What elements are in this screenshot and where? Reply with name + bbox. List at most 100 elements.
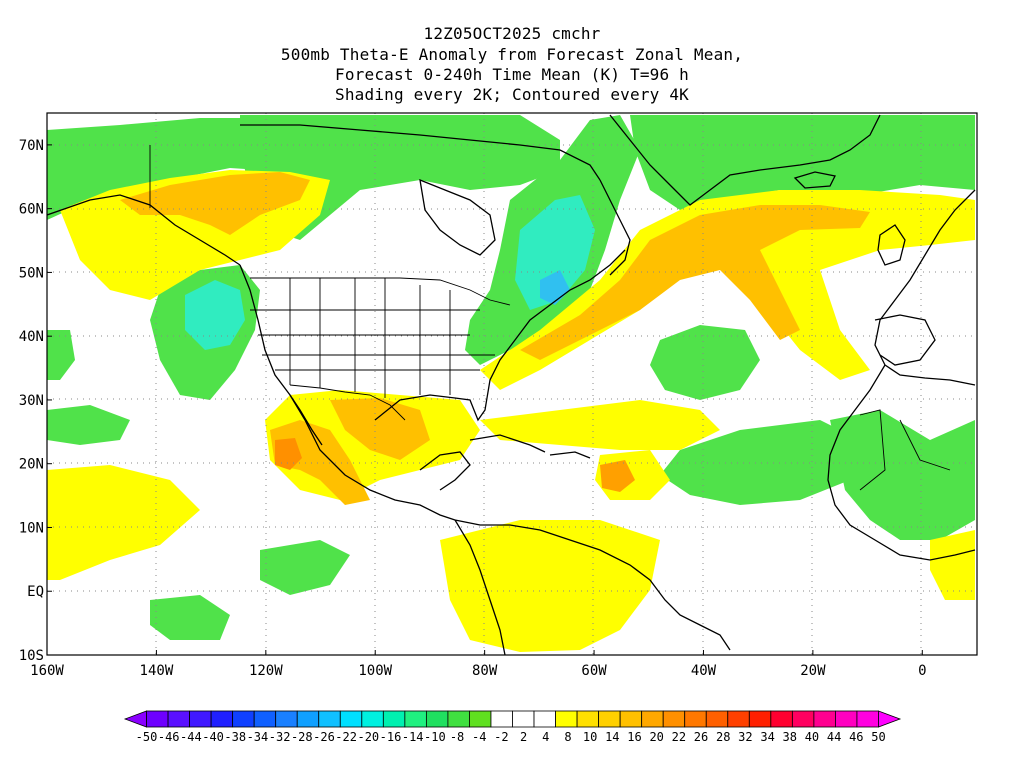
coast-iberia [874, 314, 936, 366]
shade-green-greenland [630, 115, 975, 210]
colorbar-swatch [791, 710, 815, 728]
colorbar-swatch [469, 710, 492, 728]
colorbar-label: 20 [649, 730, 663, 744]
title-line-1: 12Z05OCT2025 cmchr [423, 24, 601, 43]
colorbar-label: 44 [827, 730, 841, 744]
colorbar-label: -26 [313, 730, 335, 744]
coast-south-america-west [454, 519, 506, 655]
colorbar-swatch [296, 710, 320, 728]
colorbar-label: 14 [605, 730, 619, 744]
lon-label-80w: 80W [472, 663, 498, 679]
shade-yellow-atlantic-band [480, 190, 975, 390]
colorbar-swatch [382, 710, 406, 728]
lon-label-40w: 40W [691, 663, 717, 679]
coast-labrador [599, 179, 631, 276]
colorbar-label: -10 [424, 730, 446, 744]
anomaly-shading [47, 115, 975, 652]
colorbar-label: 8 [564, 730, 571, 744]
political-borders [149, 145, 951, 491]
shade-yellow-tropical-pacific [47, 465, 200, 580]
colorbar-label: 26 [694, 730, 708, 744]
colorbar-label: 50 [871, 730, 885, 744]
shade-orange-gulf [330, 398, 430, 460]
coast-greenland [609, 114, 881, 206]
colorbar-swatch [167, 710, 190, 728]
title-line-4: Shading every 2K; Contoured every 4K [335, 85, 689, 104]
colorbar-label: -8 [450, 730, 464, 744]
colorbar-label: 22 [672, 730, 686, 744]
colorbar-swatch [662, 710, 686, 728]
colorbar-label: -28 [291, 730, 313, 744]
colorbar-label: 28 [716, 730, 730, 744]
coast-canada-north [240, 124, 601, 181]
colorbar-swatch [856, 710, 879, 728]
colorbar-label: 38 [783, 730, 797, 744]
colorbar-swatch [447, 710, 470, 728]
lat-label-10s: 10S [19, 648, 44, 664]
colorbar-swatch [275, 710, 298, 728]
lon-label-100w: 100W [358, 663, 392, 679]
shade-green-mid-atlantic [650, 325, 760, 400]
shade-green-africa [830, 410, 975, 540]
map-plot-area [47, 113, 977, 655]
colorbar-label: -44 [180, 730, 202, 744]
lon-label-160w: 160W [30, 663, 64, 679]
shade-green-west-pacific [47, 405, 130, 445]
colorbar-swatch [123, 710, 147, 728]
lat-label-30n: 30N [19, 393, 44, 409]
latitude-labels: 70N 60N 50N 40N 30N 20N 10N EQ 10S [19, 138, 52, 664]
plot-frame [46, 112, 978, 656]
coast-hispaniola [549, 451, 591, 459]
coast-gulf [374, 249, 626, 422]
coast-south-america [454, 519, 731, 651]
colorbar-swatch [361, 710, 384, 728]
lat-label-eq: EQ [27, 584, 44, 600]
longitude-labels: 160W 140W 120W 100W 80W 60W 40W 20W 0 [30, 650, 927, 679]
colorbar-label: -32 [269, 730, 291, 744]
shade-green-south-pacific [150, 595, 230, 640]
border-africa-1 [859, 409, 886, 491]
colorbar-label: -14 [402, 730, 424, 744]
lon-label-140w: 140W [140, 663, 174, 679]
colorbar-label: -40 [202, 730, 224, 744]
coastlines [47, 114, 976, 655]
colorbar-swatch [684, 710, 707, 728]
coast-north-america-west [239, 264, 456, 521]
colorbar-swatch [318, 710, 341, 728]
shade-orange-tropical-storm [600, 460, 635, 492]
colorbar-swatch [189, 710, 212, 728]
colorbar [123, 710, 902, 728]
colorbar-swatch [253, 710, 277, 728]
colorbar-swatch [210, 710, 234, 728]
colorbar-swatch [339, 710, 363, 728]
colorbar-swatch [576, 710, 600, 728]
shade-orange-north-pacific [120, 172, 310, 235]
colorbar-label: 40 [805, 730, 819, 744]
shade-orange-atlantic [520, 205, 870, 360]
colorbar-swatch [813, 710, 836, 728]
colorbar-labels: -50 -46 -44 -40 -38 -34 -32 -28 -26 -22 -20 -16 -14-… [136, 730, 886, 744]
title-line-3: Forecast 0-240h Time Mean (K) T=96 h [335, 65, 689, 84]
coast-africa [884, 364, 976, 386]
lon-label-0: 0 [918, 663, 926, 679]
shade-green-tropical-atlantic [660, 420, 860, 505]
border-africa-2 [899, 419, 951, 471]
colorbar-label: 2 [520, 730, 527, 744]
coast-cuba [469, 434, 546, 453]
colorbar-swatch [425, 710, 449, 728]
coast-yucatan [419, 451, 471, 491]
lat-label-20n: 20N [19, 457, 44, 473]
lon-label-20w: 20W [800, 663, 826, 679]
colorbar-label: 32 [738, 730, 752, 744]
border-us-canada [250, 277, 511, 306]
shade-green-west-edge [47, 330, 75, 380]
shade-yellow-africa-south [930, 530, 975, 600]
lat-lon-grid [47, 113, 977, 655]
colorbar-label: 34 [760, 730, 774, 744]
border-us-mexico [289, 384, 406, 421]
coast-europe [874, 189, 976, 366]
colorbar-label: -16 [380, 730, 402, 744]
colorbar-swatch [727, 710, 750, 728]
title-line-2: 500mb Theta-E Anomaly from Forecast Zona… [280, 45, 744, 64]
